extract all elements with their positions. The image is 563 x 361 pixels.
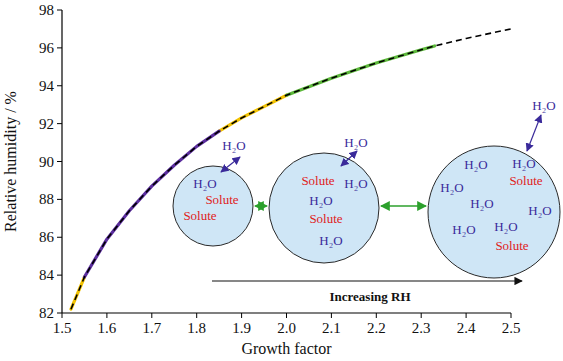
y-tick (57, 85, 62, 86)
y-tick (57, 275, 62, 276)
y-tick (57, 10, 62, 11)
inset-diagram: H₂OH₂OSoluteSoluteH₂OSoluteH₂OH₂OSoluteH… (173, 98, 560, 304)
y-tick-label: 82 (39, 305, 54, 321)
x-tick (466, 313, 467, 318)
exchange-label: H₂O (222, 138, 245, 153)
y-tick-label: 96 (39, 40, 55, 56)
exchange-arrow (341, 151, 357, 166)
x-tick-label: 2.3 (412, 320, 431, 336)
droplet-label: H₂O (494, 219, 517, 234)
droplet-label: H₂O (528, 203, 551, 218)
x-tick-label: 2.5 (502, 320, 521, 336)
x-tick-label: 2.0 (277, 320, 296, 336)
x-tick (331, 313, 332, 318)
exchange-label: H₂O (532, 98, 555, 113)
y-tick (57, 237, 62, 238)
rh-arrow (212, 280, 522, 281)
x-axis-label: Growth factor (241, 340, 332, 357)
x-tick (421, 313, 422, 318)
y-tick-label: 84 (39, 267, 55, 283)
y-tick-label: 88 (39, 191, 54, 207)
x-tick (62, 313, 63, 318)
y-tick (57, 161, 62, 162)
droplet-label: H₂O (193, 176, 216, 191)
x-tick (241, 313, 242, 318)
droplet-label: H₂O (470, 196, 493, 211)
x-tick (151, 313, 152, 318)
droplet (269, 153, 379, 263)
y-tick-label: 98 (39, 2, 54, 18)
droplet-label: H₂O (440, 180, 463, 195)
y-tick-label: 92 (39, 116, 54, 132)
y-tick-label: 94 (39, 78, 55, 94)
y-tick (57, 199, 62, 200)
x-tick-label: 1.6 (98, 320, 117, 336)
exchange-arrow (221, 157, 240, 172)
droplet-label: Solute (301, 173, 334, 188)
exchange-arrow (527, 115, 541, 151)
droplet-label: H₂O (344, 176, 367, 191)
x-tick-label: 1.9 (232, 320, 251, 336)
y-tick (57, 47, 62, 48)
droplet (173, 166, 253, 246)
droplet-label: H₂O (464, 157, 487, 172)
transition-arrow (255, 205, 267, 206)
x-tick (106, 313, 107, 318)
x-tick (196, 313, 197, 318)
x-tick-label: 1.5 (53, 320, 72, 336)
x-tick (286, 313, 287, 318)
arrow-label: Increasing RH (329, 289, 410, 304)
droplet-label: Solute (509, 173, 542, 188)
droplet-label: H₂O (309, 193, 332, 208)
x-tick (511, 313, 512, 318)
x-tick (376, 313, 377, 318)
transition-arrow (381, 205, 426, 206)
y-tick (57, 123, 62, 124)
droplet-label: H₂O (452, 222, 475, 237)
x-tick-label: 2.2 (367, 320, 386, 336)
exchange-label: H₂O (344, 135, 367, 150)
x-tick-label: 1.7 (142, 320, 161, 336)
droplet-label: H₂O (512, 156, 535, 171)
droplet-label: Solute (205, 192, 238, 207)
droplet-label: Solute (309, 211, 342, 226)
y-tick (57, 313, 62, 314)
droplet (428, 146, 560, 278)
x-tick-label: 2.4 (457, 320, 476, 336)
droplet-label: H₂O (319, 233, 342, 248)
y-tick-label: 90 (39, 154, 54, 170)
droplet-label: Solute (183, 208, 216, 223)
y-axis-label: Relative humidity / % (2, 91, 20, 232)
y-tick-label: 86 (39, 229, 55, 245)
x-tick-label: 2.1 (322, 320, 341, 336)
x-tick-label: 1.8 (187, 320, 206, 336)
series-line (287, 46, 435, 95)
droplet-label: Solute (495, 238, 528, 253)
chart: 82 84 86 88 90 92 94 96 98 1.5 1.6 1.7 1.8 1.9 2.0 2.1 2… (0, 0, 563, 361)
